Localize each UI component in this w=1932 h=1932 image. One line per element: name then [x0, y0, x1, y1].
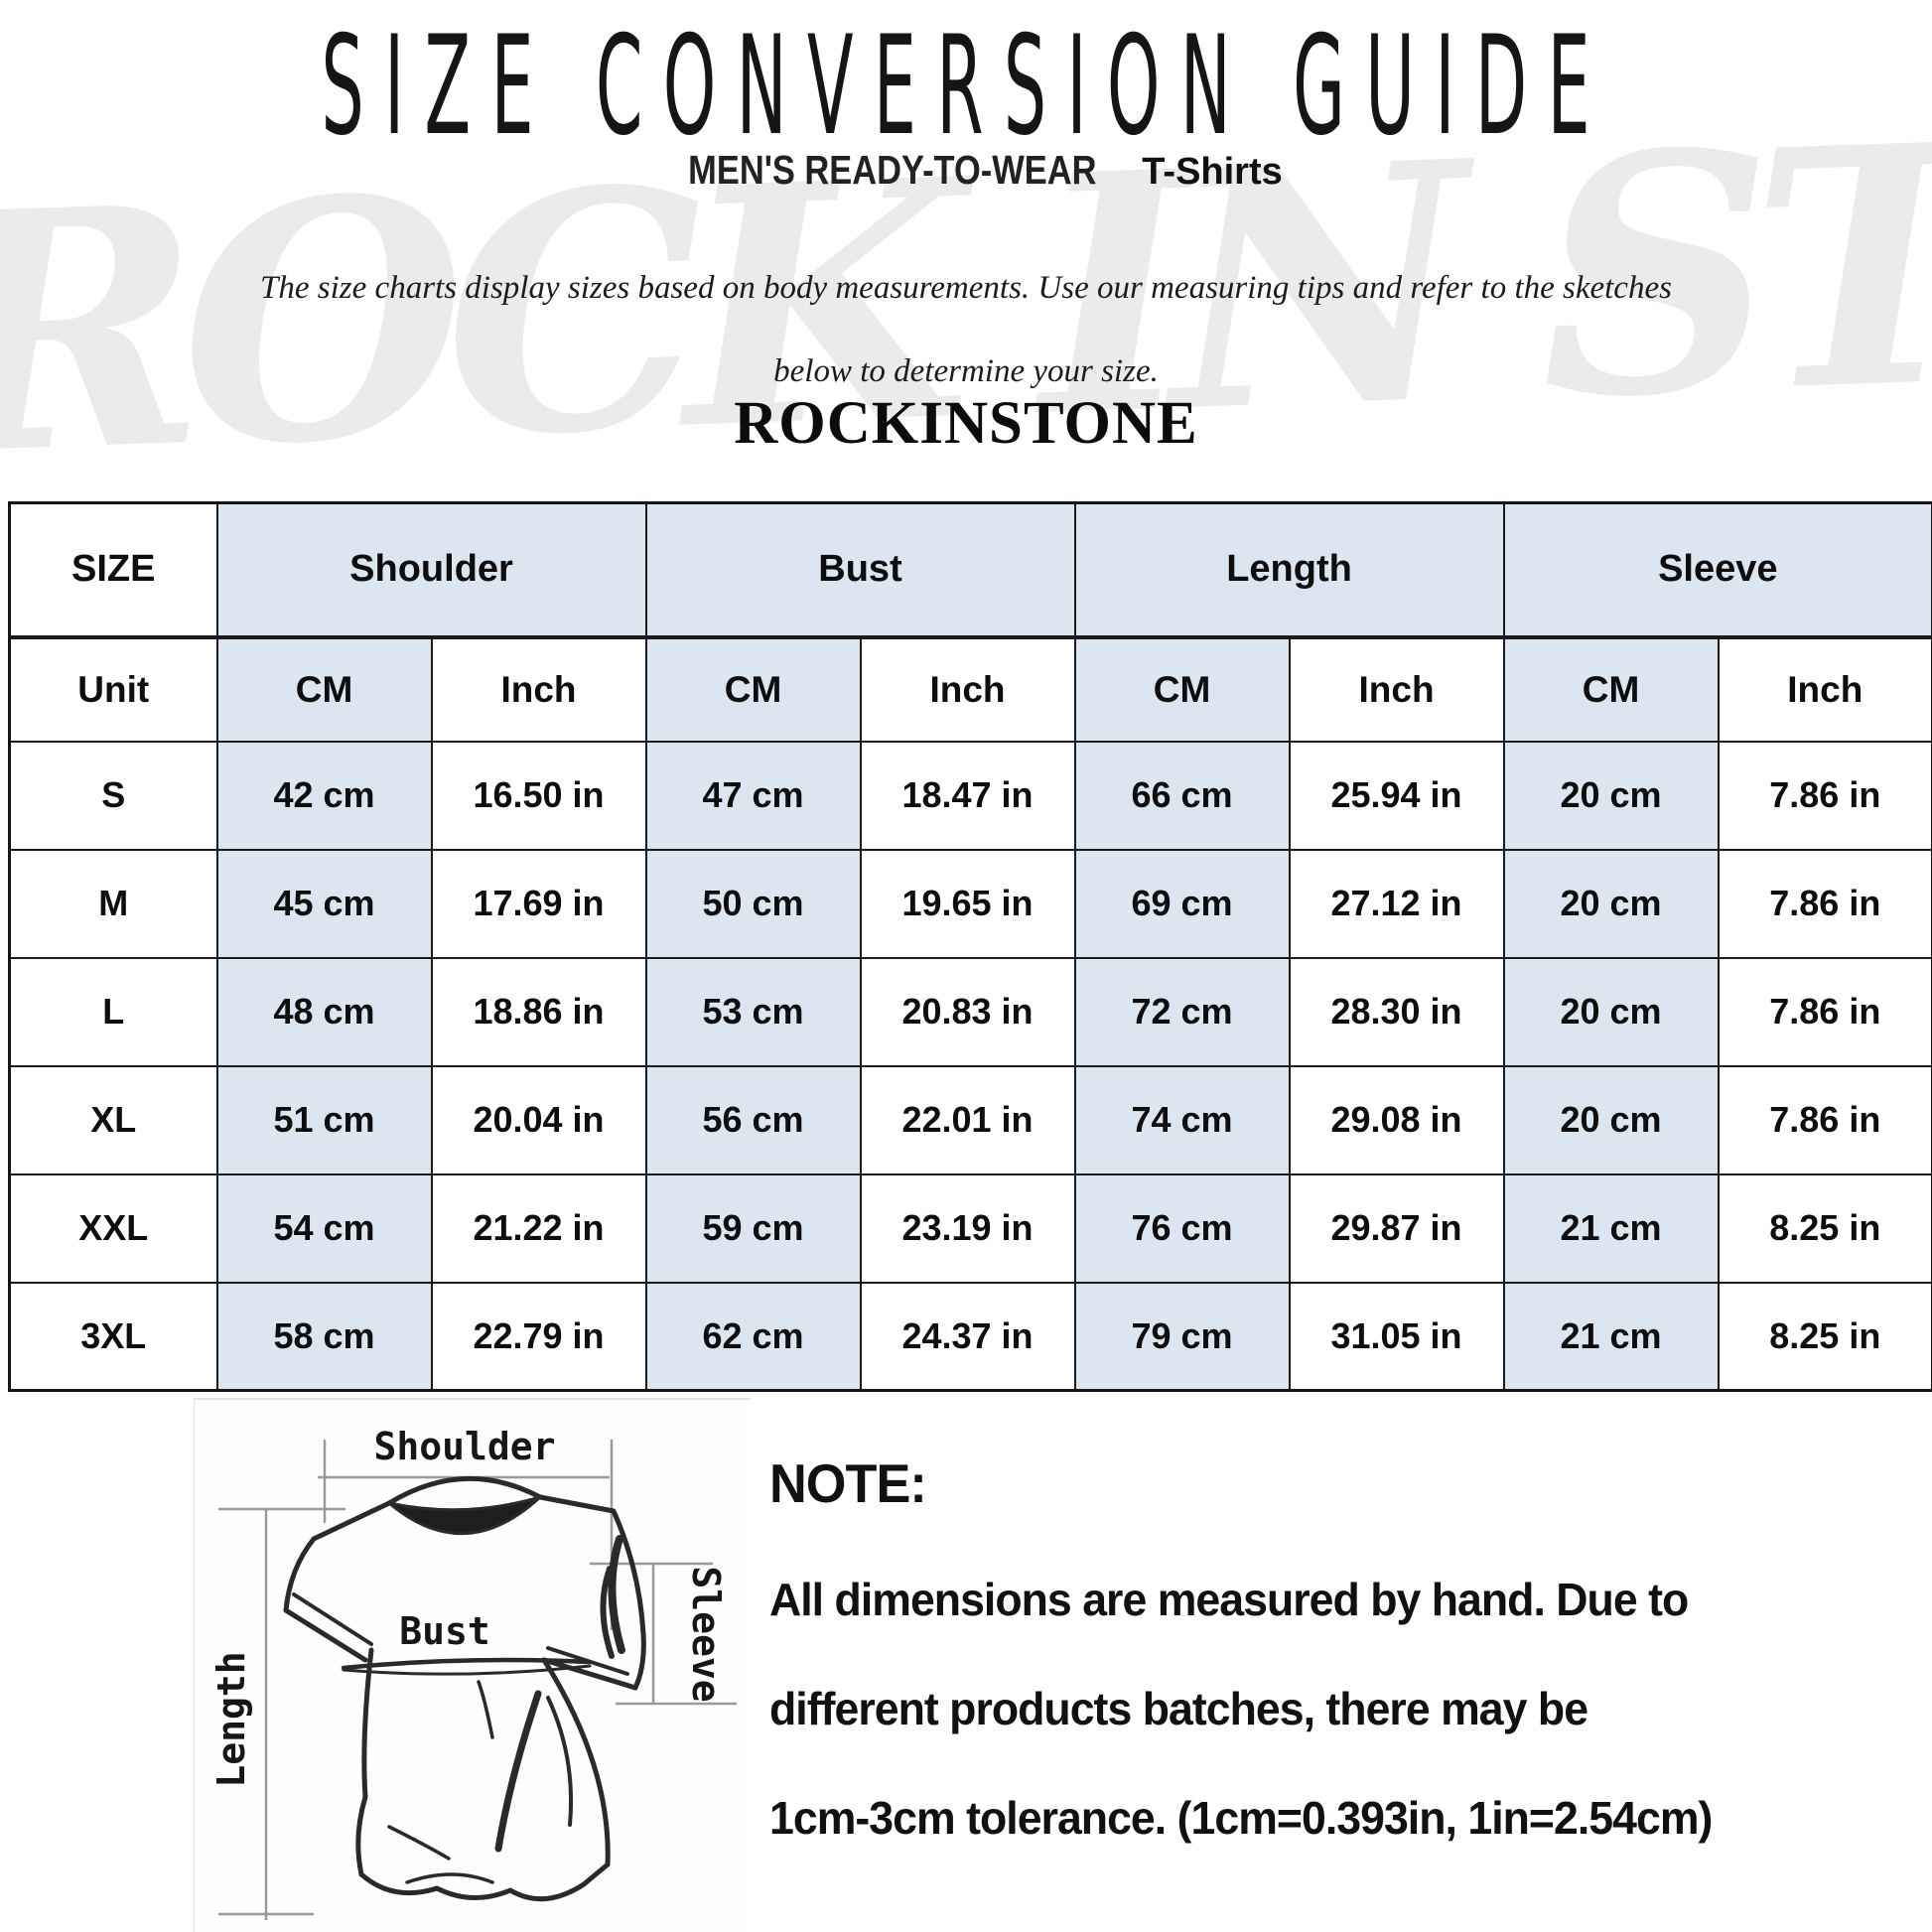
- note-heading: NOTE:: [769, 1452, 927, 1514]
- table-cell: 59 cm: [644, 1173, 862, 1284]
- diagram-length-label: Length: [209, 1651, 253, 1787]
- table-cell: 8.25 in: [1717, 1281, 1932, 1392]
- table-cell: 7.86 in: [1717, 1064, 1932, 1175]
- size-cell: S: [8, 740, 218, 851]
- table-cell: 25.94 in: [1288, 740, 1505, 851]
- size-cell: XL: [8, 1064, 218, 1175]
- size-cell: 3XL: [8, 1281, 218, 1392]
- table-cell: 56 cm: [644, 1064, 862, 1175]
- table-cell: 21 cm: [1502, 1281, 1720, 1392]
- note-line-2: different products batches, there may be: [769, 1683, 1588, 1734]
- table-cell: 62 cm: [644, 1281, 862, 1392]
- unit-cell: CM: [215, 635, 433, 743]
- unit-cell: CM: [1073, 635, 1291, 743]
- table-cell: 24.37 in: [859, 1281, 1076, 1392]
- unit-cell: Inch: [859, 635, 1076, 743]
- table-cell: 42 cm: [215, 740, 433, 851]
- table-row-3xl: 3XL 58 cm 22.79 in 62 cm 24.37 in 79 cm …: [8, 1281, 1932, 1392]
- note-block: NOTE: All dimensions are measured by han…: [769, 1451, 1871, 1872]
- header-sleeve: Sleeve: [1502, 501, 1932, 639]
- table-cell: 29.08 in: [1288, 1064, 1505, 1175]
- subtitle-product: T-Shirts: [1142, 151, 1283, 193]
- table-row-xl: XL 51 cm 20.04 in 56 cm 22.01 in 74 cm 2…: [8, 1064, 1932, 1175]
- table-cell: 16.50 in: [430, 740, 647, 851]
- description-line-2: below to determine your size.: [773, 353, 1159, 389]
- diagram-sleeve-label: Sleeve: [684, 1566, 728, 1702]
- table-cell: 7.86 in: [1717, 848, 1932, 959]
- unit-cell: CM: [644, 635, 862, 743]
- table-cell: 21 cm: [1502, 1173, 1720, 1284]
- table-cell: 20 cm: [1502, 1064, 1720, 1175]
- table-cell: 8.25 in: [1717, 1173, 1932, 1284]
- table-cell: 19.65 in: [859, 848, 1076, 959]
- table-cell: 69 cm: [1073, 848, 1291, 959]
- table-cell: 47 cm: [644, 740, 862, 851]
- table-cell: 7.86 in: [1717, 740, 1932, 851]
- table-row-s: S 42 cm 16.50 in 47 cm 18.47 in 66 cm 25…: [8, 740, 1932, 851]
- table-cell: 18.47 in: [859, 740, 1076, 851]
- table-cell: 29.87 in: [1288, 1173, 1505, 1284]
- size-cell: XXL: [8, 1173, 218, 1284]
- table-cell: 7.86 in: [1717, 956, 1932, 1067]
- brand-row: ROCKINSTONE: [0, 389, 1932, 459]
- table-cell: 27.12 in: [1288, 848, 1505, 959]
- table-cell: 45 cm: [215, 848, 433, 959]
- header-length: Length: [1073, 501, 1505, 639]
- brand-name: ROCKINSTONE: [734, 390, 1198, 457]
- table-cell: 51 cm: [215, 1064, 433, 1175]
- unit-label-cell: Unit: [8, 635, 218, 743]
- table-cell: 20 cm: [1502, 956, 1720, 1067]
- size-conversion-table: SIZE Shoulder Bust Length Sleeve Unit CM…: [8, 501, 1932, 1392]
- subtitle-row: MEN'S READY-TO-WEAR T-Shirts: [0, 147, 1932, 194]
- table-cell: 21.22 in: [430, 1173, 647, 1284]
- table-header-row: SIZE Shoulder Bust Length Sleeve: [8, 501, 1932, 639]
- table-cell: 22.79 in: [430, 1281, 647, 1392]
- table-cell: 20 cm: [1502, 848, 1720, 959]
- description-line-1: The size charts display sizes based on b…: [260, 270, 1672, 306]
- table-cell: 28.30 in: [1288, 956, 1505, 1067]
- table-cell: 58 cm: [215, 1281, 433, 1392]
- unit-cell: Inch: [1717, 635, 1932, 743]
- note-line-3: 1cm-3cm tolerance. (1cm=0.393in, 1in=2.5…: [769, 1792, 1713, 1844]
- note-line-1: All dimensions are measured by hand. Due…: [769, 1574, 1689, 1625]
- tshirt-sketch: Shoulder Bust Length Sleeve: [209, 1425, 737, 1920]
- table-cell: 20.04 in: [430, 1064, 647, 1175]
- subtitle-category: MEN'S READY-TO-WEAR: [688, 147, 1097, 193]
- table-cell: 23.19 in: [859, 1173, 1076, 1284]
- table-cell: 74 cm: [1073, 1064, 1291, 1175]
- table-cell: 53 cm: [644, 956, 862, 1067]
- table-cell: 66 cm: [1073, 740, 1291, 851]
- table-cell: 79 cm: [1073, 1281, 1291, 1392]
- table-cell: 20 cm: [1502, 740, 1720, 851]
- table-row-l: L 48 cm 18.86 in 53 cm 20.83 in 72 cm 28…: [8, 956, 1932, 1067]
- table-cell: 31.05 in: [1288, 1281, 1505, 1392]
- page-title: SIZE CONVERSION GUIDE: [321, 5, 1611, 167]
- table-cell: 50 cm: [644, 848, 862, 959]
- table-cell: 18.86 in: [430, 956, 647, 1067]
- page-title-row: SIZE CONVERSION GUIDE: [0, 14, 1932, 158]
- header-shoulder: Shoulder: [215, 501, 647, 639]
- table-cell: 48 cm: [215, 956, 433, 1067]
- header-bust: Bust: [644, 501, 1076, 639]
- unit-cell: Inch: [1288, 635, 1505, 743]
- table-unit-row: Unit CM Inch CM Inch CM Inch CM Inch: [8, 635, 1932, 743]
- diagram-shoulder-label: Shoulder: [373, 1425, 555, 1468]
- table-cell: 76 cm: [1073, 1173, 1291, 1284]
- size-cell: L: [8, 956, 218, 1067]
- description: The size charts display sizes based on b…: [0, 246, 1932, 413]
- table-cell: 72 cm: [1073, 956, 1291, 1067]
- table-row-m: M 45 cm 17.69 in 50 cm 19.65 in 69 cm 27…: [8, 848, 1932, 959]
- size-cell: M: [8, 848, 218, 959]
- table-row-xxl: XXL 54 cm 21.22 in 59 cm 23.19 in 76 cm …: [8, 1173, 1932, 1284]
- unit-cell: CM: [1502, 635, 1720, 743]
- table-cell: 22.01 in: [859, 1064, 1076, 1175]
- unit-cell: Inch: [430, 635, 647, 743]
- table-cell: 17.69 in: [430, 848, 647, 959]
- header-size: SIZE: [8, 501, 218, 639]
- diagram-bust-label: Bust: [399, 1609, 490, 1653]
- tshirt-measurement-diagram: Shoulder Bust Length Sleeve: [194, 1398, 751, 1932]
- table-cell: 54 cm: [215, 1173, 433, 1284]
- table-cell: 20.83 in: [859, 956, 1076, 1067]
